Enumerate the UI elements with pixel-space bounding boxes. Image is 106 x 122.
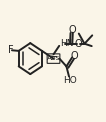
Text: F: F [8,45,13,55]
FancyBboxPatch shape [47,54,60,63]
Text: Abs: Abs [47,55,60,61]
Text: O: O [68,25,76,35]
Text: O: O [74,39,82,49]
Text: HO: HO [63,76,77,85]
Text: HN: HN [60,39,73,48]
Text: O: O [70,51,78,61]
